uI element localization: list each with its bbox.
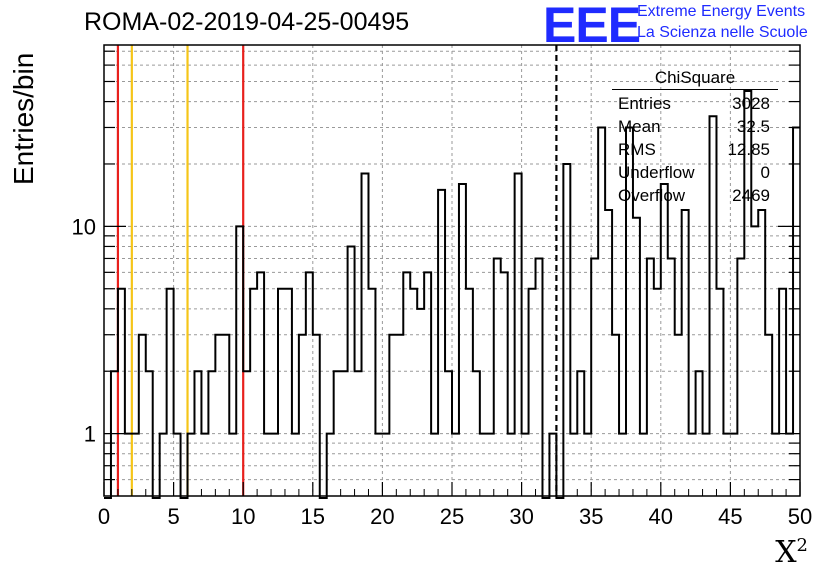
stat-row-underflow: Underflow 0 xyxy=(612,161,778,184)
stat-label: Mean xyxy=(618,117,661,136)
y-axis-label: Entries/bin xyxy=(8,52,39,185)
logo-line-2: La Scienza nelle Scuole xyxy=(637,24,808,41)
axis-ticks: 0 5 10 15 20 25 30 35 40 45 50 1 10 xyxy=(72,50,812,529)
reference-lines xyxy=(116,45,558,496)
y-tick-label: 10 xyxy=(72,214,96,239)
stat-row-mean: Mean 32.5 xyxy=(612,115,778,138)
x-tick-label: 5 xyxy=(167,504,179,529)
x-axis-label-superscript: 2 xyxy=(796,535,808,556)
x-tick-label: 50 xyxy=(788,504,812,529)
stats-box: ChiSquare Entries 3028 Mean 32.5 RMS 12.85 … xyxy=(612,68,778,207)
x-axis-label-base: X xyxy=(775,535,797,570)
x-tick-label: 40 xyxy=(649,504,673,529)
stat-label: Entries xyxy=(618,94,671,113)
eee-logo: EEE xyxy=(543,0,641,53)
stat-value: 12.85 xyxy=(727,140,770,159)
stat-row-rms: RMS 12.85 xyxy=(612,138,778,161)
x-tick-label: 0 xyxy=(98,504,110,529)
x-tick-label: 25 xyxy=(440,504,464,529)
stat-label: RMS xyxy=(618,140,656,159)
histogram-title: ROMA-02-2019-04-25-00495 xyxy=(84,8,410,36)
stat-row-overflow: Overflow 2469 xyxy=(612,184,778,207)
x-tick-label: 20 xyxy=(370,504,394,529)
stat-row-entries: Entries 3028 xyxy=(612,92,778,115)
stat-value: 2469 xyxy=(732,186,770,205)
logo-line-1: Extreme Energy Events xyxy=(637,3,806,20)
x-tick-label: 30 xyxy=(509,504,533,529)
y-tick-label: 1 xyxy=(84,422,96,447)
x-tick-label: 10 xyxy=(231,504,255,529)
x-tick-label: 15 xyxy=(301,504,325,529)
x-tick-label: 45 xyxy=(718,504,742,529)
stat-label: Underflow xyxy=(618,163,695,182)
histogram-steps xyxy=(104,89,800,499)
x-axis-label: X2 xyxy=(775,535,808,570)
stats-title: ChiSquare xyxy=(612,68,778,90)
stat-label: Overflow xyxy=(618,186,686,205)
stat-value: 0 xyxy=(760,163,770,182)
stat-value: 32.5 xyxy=(736,117,770,136)
stat-value: 3028 xyxy=(732,94,770,113)
x-tick-label: 35 xyxy=(579,504,603,529)
grid-lines xyxy=(104,45,800,496)
